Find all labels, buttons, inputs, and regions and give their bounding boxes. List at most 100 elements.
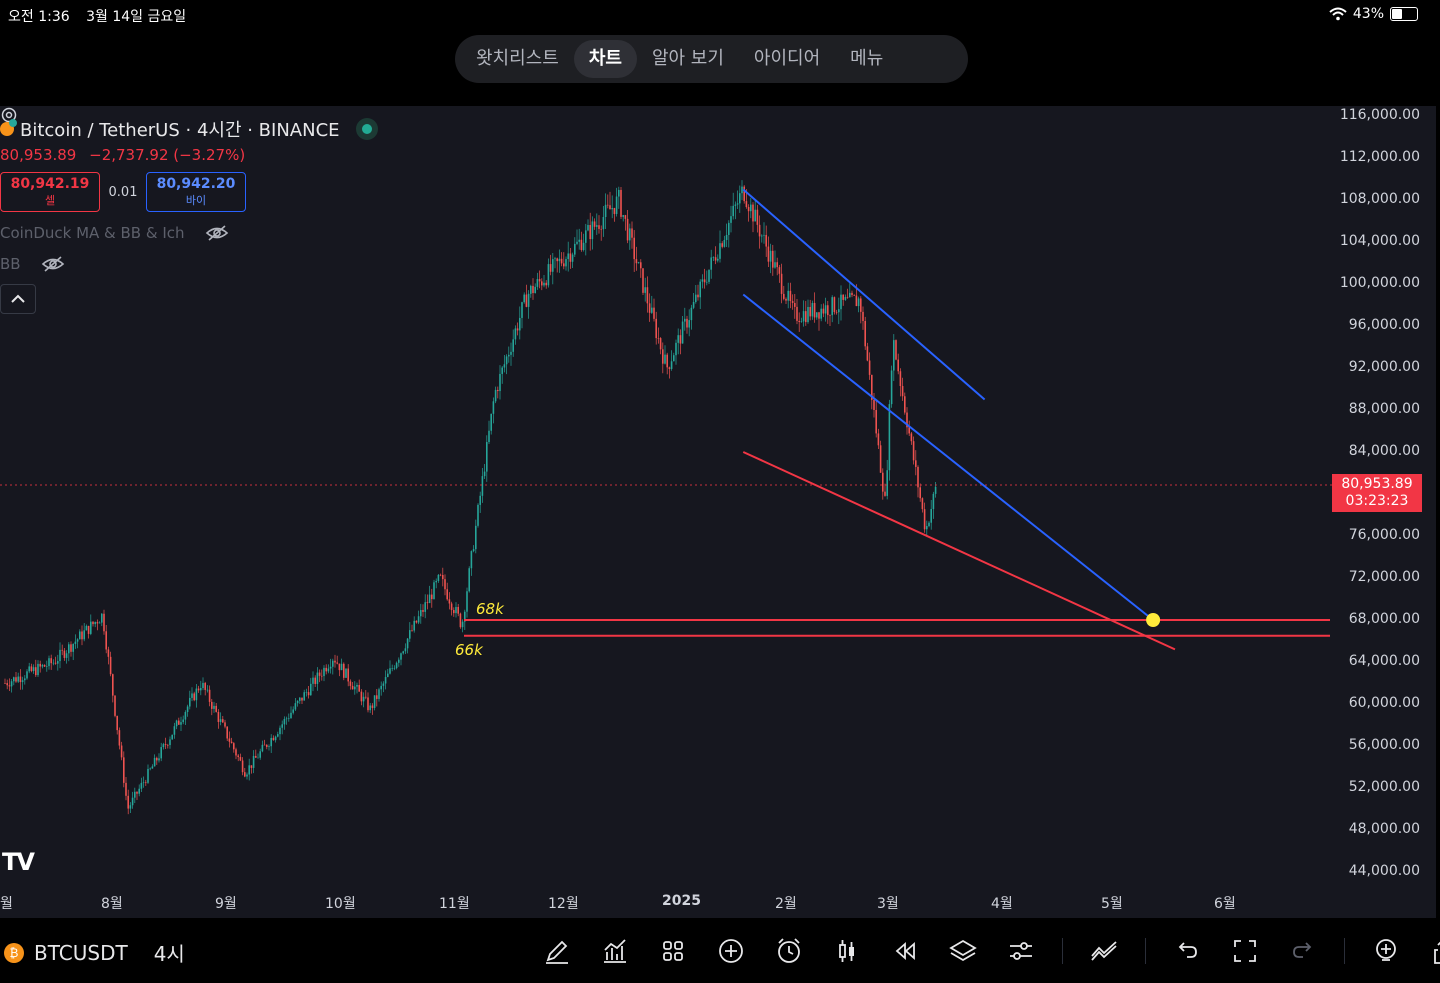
tab-chart[interactable]: 차트: [573, 40, 637, 78]
candle-body: [505, 356, 508, 365]
timeframe-selector[interactable]: 4시: [153, 942, 185, 966]
candle-body: [596, 225, 598, 227]
candle-body: [178, 720, 180, 725]
tab-explore[interactable]: 알아 보기: [651, 48, 724, 69]
indicator-row-2[interactable]: BB: [0, 255, 65, 273]
candle-body: [743, 186, 745, 202]
annotation-66k[interactable]: 66k: [455, 641, 484, 659]
publish-idea-icon[interactable]: [1369, 934, 1403, 968]
price-axis-label: 96,000.00: [1348, 317, 1420, 333]
trendline-drawing[interactable]: [742, 293, 1154, 621]
candle-body: [175, 720, 178, 727]
candle-body: [263, 744, 266, 746]
price-axis-label: 112,000.00: [1339, 149, 1420, 165]
candle-body: [411, 630, 413, 631]
candle-body: [578, 239, 580, 242]
candle-body: [325, 667, 327, 672]
battery-percent: 43%: [1352, 6, 1384, 22]
tab-menu[interactable]: 메뉴: [850, 48, 884, 69]
candle-body: [136, 791, 138, 794]
time-axis-label: 월: [0, 896, 13, 912]
compare-symbols-icon[interactable]: [1087, 934, 1121, 968]
redo-icon[interactable]: [1286, 934, 1320, 968]
candle-body: [547, 264, 550, 286]
candle-body: [444, 579, 446, 590]
candle-body: [622, 215, 624, 217]
symbol-title: Bitcoin / TetherUS · 4시간 · BINANCE: [20, 120, 340, 141]
candle-body: [208, 689, 211, 702]
candle-body: [549, 264, 552, 272]
candle-body: [261, 744, 264, 752]
chart-canvas[interactable]: 68k 66k: [0, 106, 1436, 918]
candle-body: [15, 677, 17, 682]
candle-body: [376, 695, 378, 699]
candle-style-icon[interactable]: [830, 934, 864, 968]
candle-body: [272, 737, 275, 741]
trendline-drawing[interactable]: [742, 188, 986, 401]
candle-body: [70, 644, 72, 652]
candle-body: [459, 613, 462, 628]
add-plus-circle-icon[interactable]: [714, 934, 748, 968]
candle-body: [860, 298, 862, 312]
layout-grid-icon[interactable]: [656, 934, 690, 968]
draw-pen-icon[interactable]: [540, 934, 574, 968]
candle-body: [76, 639, 79, 642]
candle-body: [43, 664, 46, 667]
candle-body: [442, 575, 444, 580]
status-time: 오전 1:36: [8, 9, 70, 25]
candle-body: [448, 599, 451, 604]
candle-body: [63, 650, 66, 658]
candle-body: [347, 668, 349, 682]
candle-body: [329, 666, 332, 669]
candle-body: [94, 622, 96, 625]
indicator-row-1[interactable]: CoinDuck MA & BB & Ich: [0, 224, 229, 242]
candle-body: [827, 305, 829, 316]
candle-body: [65, 653, 68, 658]
candle-body: [512, 339, 514, 352]
candle-body: [371, 705, 374, 708]
candle-body: [446, 589, 448, 600]
layers-icon[interactable]: [946, 934, 980, 968]
candle-body: [499, 373, 501, 392]
hidden-eye-icon[interactable]: [205, 224, 229, 242]
candle-body: [710, 257, 712, 270]
symbol-selector[interactable]: ₿ BTCUSDT 4시: [4, 938, 185, 967]
candle-body: [182, 719, 184, 723]
time-axis-label: 11월: [439, 896, 470, 912]
candle-body: [648, 303, 651, 313]
candle-body: [28, 666, 30, 672]
alarm-clock-icon[interactable]: [772, 934, 806, 968]
chart-pane[interactable]: 68k 66k 116,000.00 112,000.00 108,000.00 104…: [0, 106, 1436, 918]
replay-rewind-icon[interactable]: [888, 934, 922, 968]
fullscreen-icon[interactable]: [1228, 934, 1262, 968]
intersection-marker[interactable]: [1146, 613, 1161, 627]
annotation-68k[interactable]: 68k: [476, 600, 505, 618]
buy-button[interactable]: 80,942.20 바이: [146, 172, 246, 212]
sell-button[interactable]: 80,942.19 셀: [0, 172, 100, 212]
tab-ideas[interactable]: 아이디어: [753, 48, 821, 69]
settings-sliders-icon[interactable]: [1004, 934, 1038, 968]
candle-body: [349, 681, 352, 686]
candle-body: [402, 651, 404, 654]
symbol-row[interactable]: Bitcoin / TetherUS · 4시간 · BINANCE: [0, 116, 378, 142]
candle-body: [219, 719, 222, 722]
time-axis-label: 2025: [662, 893, 701, 909]
indicators-icon[interactable]: [598, 934, 632, 968]
undo-icon[interactable]: [1170, 934, 1204, 968]
candle-body: [571, 254, 574, 262]
spread-value: 0.01: [108, 184, 138, 200]
tab-watchlist[interactable]: 왓치리스트: [476, 48, 559, 69]
market-open-indicator: [355, 118, 378, 140]
trendline-drawing[interactable]: [742, 451, 1176, 651]
candle-body: [123, 757, 125, 783]
collapse-legend-button[interactable]: [0, 284, 36, 314]
candle-body: [692, 302, 695, 308]
candle-body: [706, 281, 708, 283]
candle-body: [129, 805, 132, 809]
candle-body: [415, 620, 418, 623]
candle-body: [50, 658, 52, 664]
share-icon[interactable]: [1427, 934, 1440, 968]
price-axis-label: 68,000.00: [1348, 611, 1420, 627]
current-price-tag: 80,953.89 03:23:23: [1332, 474, 1422, 512]
hidden-eye-icon[interactable]: [41, 255, 65, 273]
